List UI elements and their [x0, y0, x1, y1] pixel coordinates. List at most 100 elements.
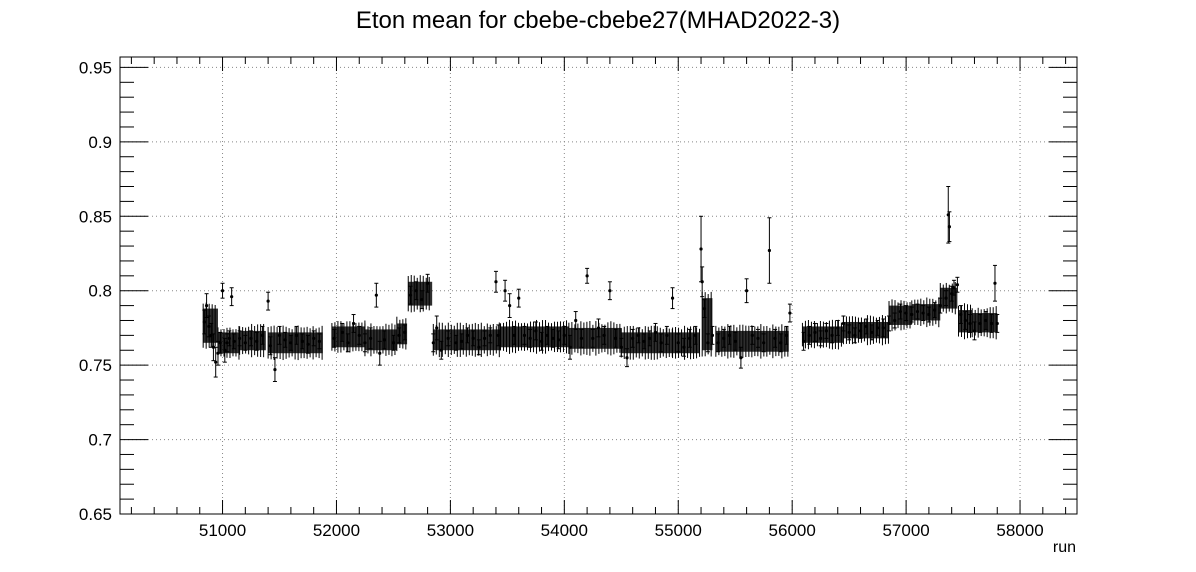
data-band [702, 298, 713, 351]
data-point [767, 217, 772, 284]
data-point [619, 337, 624, 357]
y-axis-tick-labels: 0.65 0.7 0.75 0.8 0.85 0.9 0.95 [79, 58, 112, 524]
point-marker [382, 338, 386, 342]
point-marker [266, 299, 270, 303]
point-marker [357, 333, 361, 337]
point-marker [631, 336, 635, 340]
data-point [693, 325, 698, 345]
point-marker [454, 341, 458, 345]
point-marker [702, 306, 707, 311]
data-point [579, 328, 584, 348]
point-marker [249, 336, 253, 340]
point-marker [648, 336, 652, 340]
point-marker [277, 333, 282, 337]
data-point [738, 346, 743, 369]
data-point [881, 318, 886, 338]
point-marker [788, 311, 792, 315]
data-point [702, 299, 707, 319]
data-point [294, 325, 299, 345]
data-point [362, 333, 367, 353]
data-point [300, 333, 305, 350]
data-point [915, 303, 920, 320]
point-marker [238, 336, 242, 340]
data-point [700, 266, 705, 298]
data-point [254, 331, 259, 351]
x-tick-label: 54000 [541, 521, 588, 540]
data-point [391, 334, 396, 351]
data-point [332, 328, 337, 348]
data-point [664, 325, 669, 345]
data-point [202, 309, 207, 335]
plot-frame [119, 56, 1078, 515]
data-point [528, 328, 533, 348]
y-tick-label: 0.95 [79, 58, 112, 77]
point-marker [602, 333, 606, 337]
data-point [659, 333, 664, 353]
data-point [397, 327, 402, 344]
point-marker [727, 333, 732, 337]
data-point [215, 340, 220, 366]
point-marker [408, 293, 413, 297]
x-tick-label: 53000 [427, 521, 474, 540]
data-point [744, 278, 749, 304]
point-marker [209, 333, 213, 337]
point-marker [446, 336, 450, 340]
x-tick-label: 57000 [882, 521, 929, 540]
point-marker [268, 344, 272, 348]
data-point [562, 325, 567, 345]
point-marker [955, 283, 959, 287]
point-marker [528, 336, 532, 340]
data-point [721, 328, 726, 348]
data-point [963, 311, 968, 330]
data-point [311, 330, 316, 347]
data-point [733, 331, 738, 351]
point-marker [921, 311, 925, 315]
point-marker [482, 336, 487, 340]
point-marker [915, 309, 920, 314]
point-marker [887, 321, 891, 326]
data-point [368, 327, 373, 350]
data-point [613, 328, 618, 348]
y-tick-label: 0.85 [79, 207, 112, 226]
x-tick-label: 52000 [313, 521, 360, 540]
point-marker [959, 312, 963, 317]
data-point [653, 322, 658, 342]
point-marker [439, 348, 443, 352]
point-marker [779, 341, 783, 345]
data-point [568, 334, 573, 360]
point-marker [294, 333, 299, 337]
data-point [858, 322, 863, 339]
data-band [621, 332, 673, 354]
y-tick-label: 0.7 [88, 431, 112, 450]
point-marker [807, 333, 811, 337]
data-point [317, 333, 322, 350]
data-point [932, 302, 937, 319]
point-marker [512, 333, 516, 337]
point-marker [202, 320, 206, 324]
data-point [585, 267, 590, 284]
point-marker [431, 341, 435, 345]
point-marker [220, 289, 225, 293]
point-marker [420, 298, 424, 302]
point-marker [733, 339, 737, 343]
data-point [687, 328, 692, 348]
point-marker [682, 345, 686, 349]
y-tick-label: 0.9 [88, 133, 112, 152]
data-point [727, 325, 732, 345]
data-point [550, 328, 555, 348]
point-marker [579, 336, 584, 340]
data-point [476, 339, 481, 356]
data-point [402, 324, 407, 341]
data-point [556, 330, 561, 350]
data-point [750, 325, 755, 345]
data-point [773, 328, 778, 348]
data-point [830, 327, 835, 344]
data-point [596, 318, 601, 338]
data-point [408, 285, 413, 305]
point-marker [369, 336, 373, 340]
point-marker [503, 289, 507, 293]
data-point [439, 340, 444, 360]
point-marker [214, 360, 218, 364]
point-marker [676, 341, 680, 345]
